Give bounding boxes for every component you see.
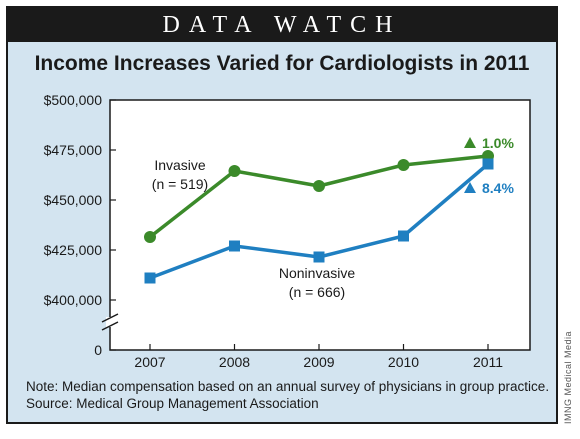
series-label-invasive: (n = 519) [152,176,208,192]
data-point-noninvasive [398,230,409,242]
up-arrow-icon [464,137,476,148]
y-tick-label: $500,000 [44,92,103,108]
data-watch-banner: DATA WATCH [8,8,556,42]
plot-area [109,99,531,351]
x-tick-label: 2008 [219,354,250,370]
change-label-invasive: 1.0% [482,135,514,151]
chart-title: Income Increases Varied for Cardiologist… [34,52,530,75]
data-point-noninvasive [313,251,325,263]
data-point-invasive [397,159,410,171]
up-arrow-icon [464,182,476,193]
series-label-invasive: Invasive [154,157,206,173]
axis-break-gap [106,317,114,327]
data-point-invasive [313,180,325,192]
axis-break-mark [101,313,119,323]
change-label-noninvasive: 8.4% [482,180,514,196]
x-tick-label: 2009 [303,354,334,370]
data-point-invasive [228,165,241,177]
x-tick-label: 2010 [388,354,419,370]
y-tick-label: $400,000 [44,292,103,308]
y-tick-label: 0 [94,342,102,358]
y-tick-label: $425,000 [44,242,103,258]
x-tick-label: 2007 [134,354,165,370]
y-tick-label: $475,000 [44,142,103,158]
data-point-noninvasive [229,240,240,252]
data-point-noninvasive [482,158,494,170]
data-point-noninvasive [144,272,156,284]
series-label-noninvasive: Noninvasive [279,265,355,281]
footer-note: Note: Median compensation based on an an… [26,379,550,394]
axis-break-mark [101,321,119,331]
chart-footer: Note: Median compensation based on an an… [26,378,549,412]
x-tick-label: 2011 [473,354,503,370]
y-tick-label: $450,000 [44,192,103,208]
footer-source: Source: Medical Group Management Associa… [26,396,319,411]
data-point-invasive [144,231,156,243]
series-label-noninvasive: (n = 666) [289,284,345,300]
